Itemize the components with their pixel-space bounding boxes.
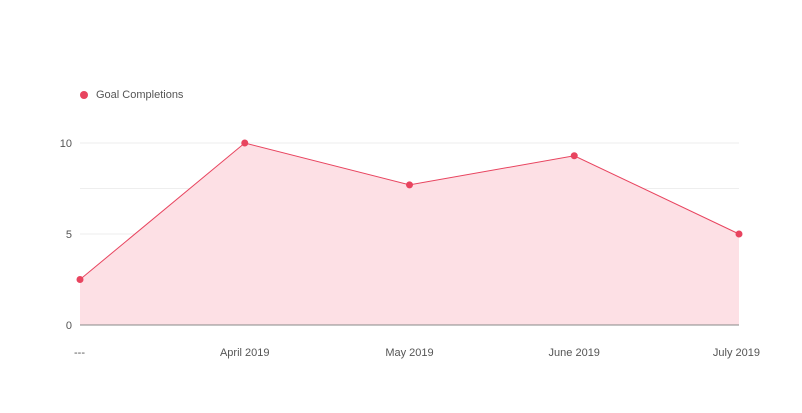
x-tick-label: May 2019 (385, 347, 433, 359)
x-tick-label: June 2019 (549, 347, 600, 359)
x-tick-label: --- (74, 347, 85, 359)
data-point (735, 230, 743, 238)
y-tick-label: 10 (60, 138, 72, 150)
series-area (80, 143, 739, 325)
data-point (76, 276, 84, 283)
data-point (241, 139, 249, 147)
x-tick-label: July 2019 (713, 347, 760, 359)
data-point (406, 181, 413, 189)
y-tick-label: 0 (66, 320, 72, 332)
legend-marker-icon (80, 91, 88, 99)
x-tick-label: April 2019 (220, 347, 270, 359)
y-tick-label: 5 (66, 229, 72, 241)
data-point (570, 152, 578, 160)
legend[interactable]: Goal Completions (80, 89, 183, 101)
legend-label: Goal Completions (96, 89, 184, 101)
